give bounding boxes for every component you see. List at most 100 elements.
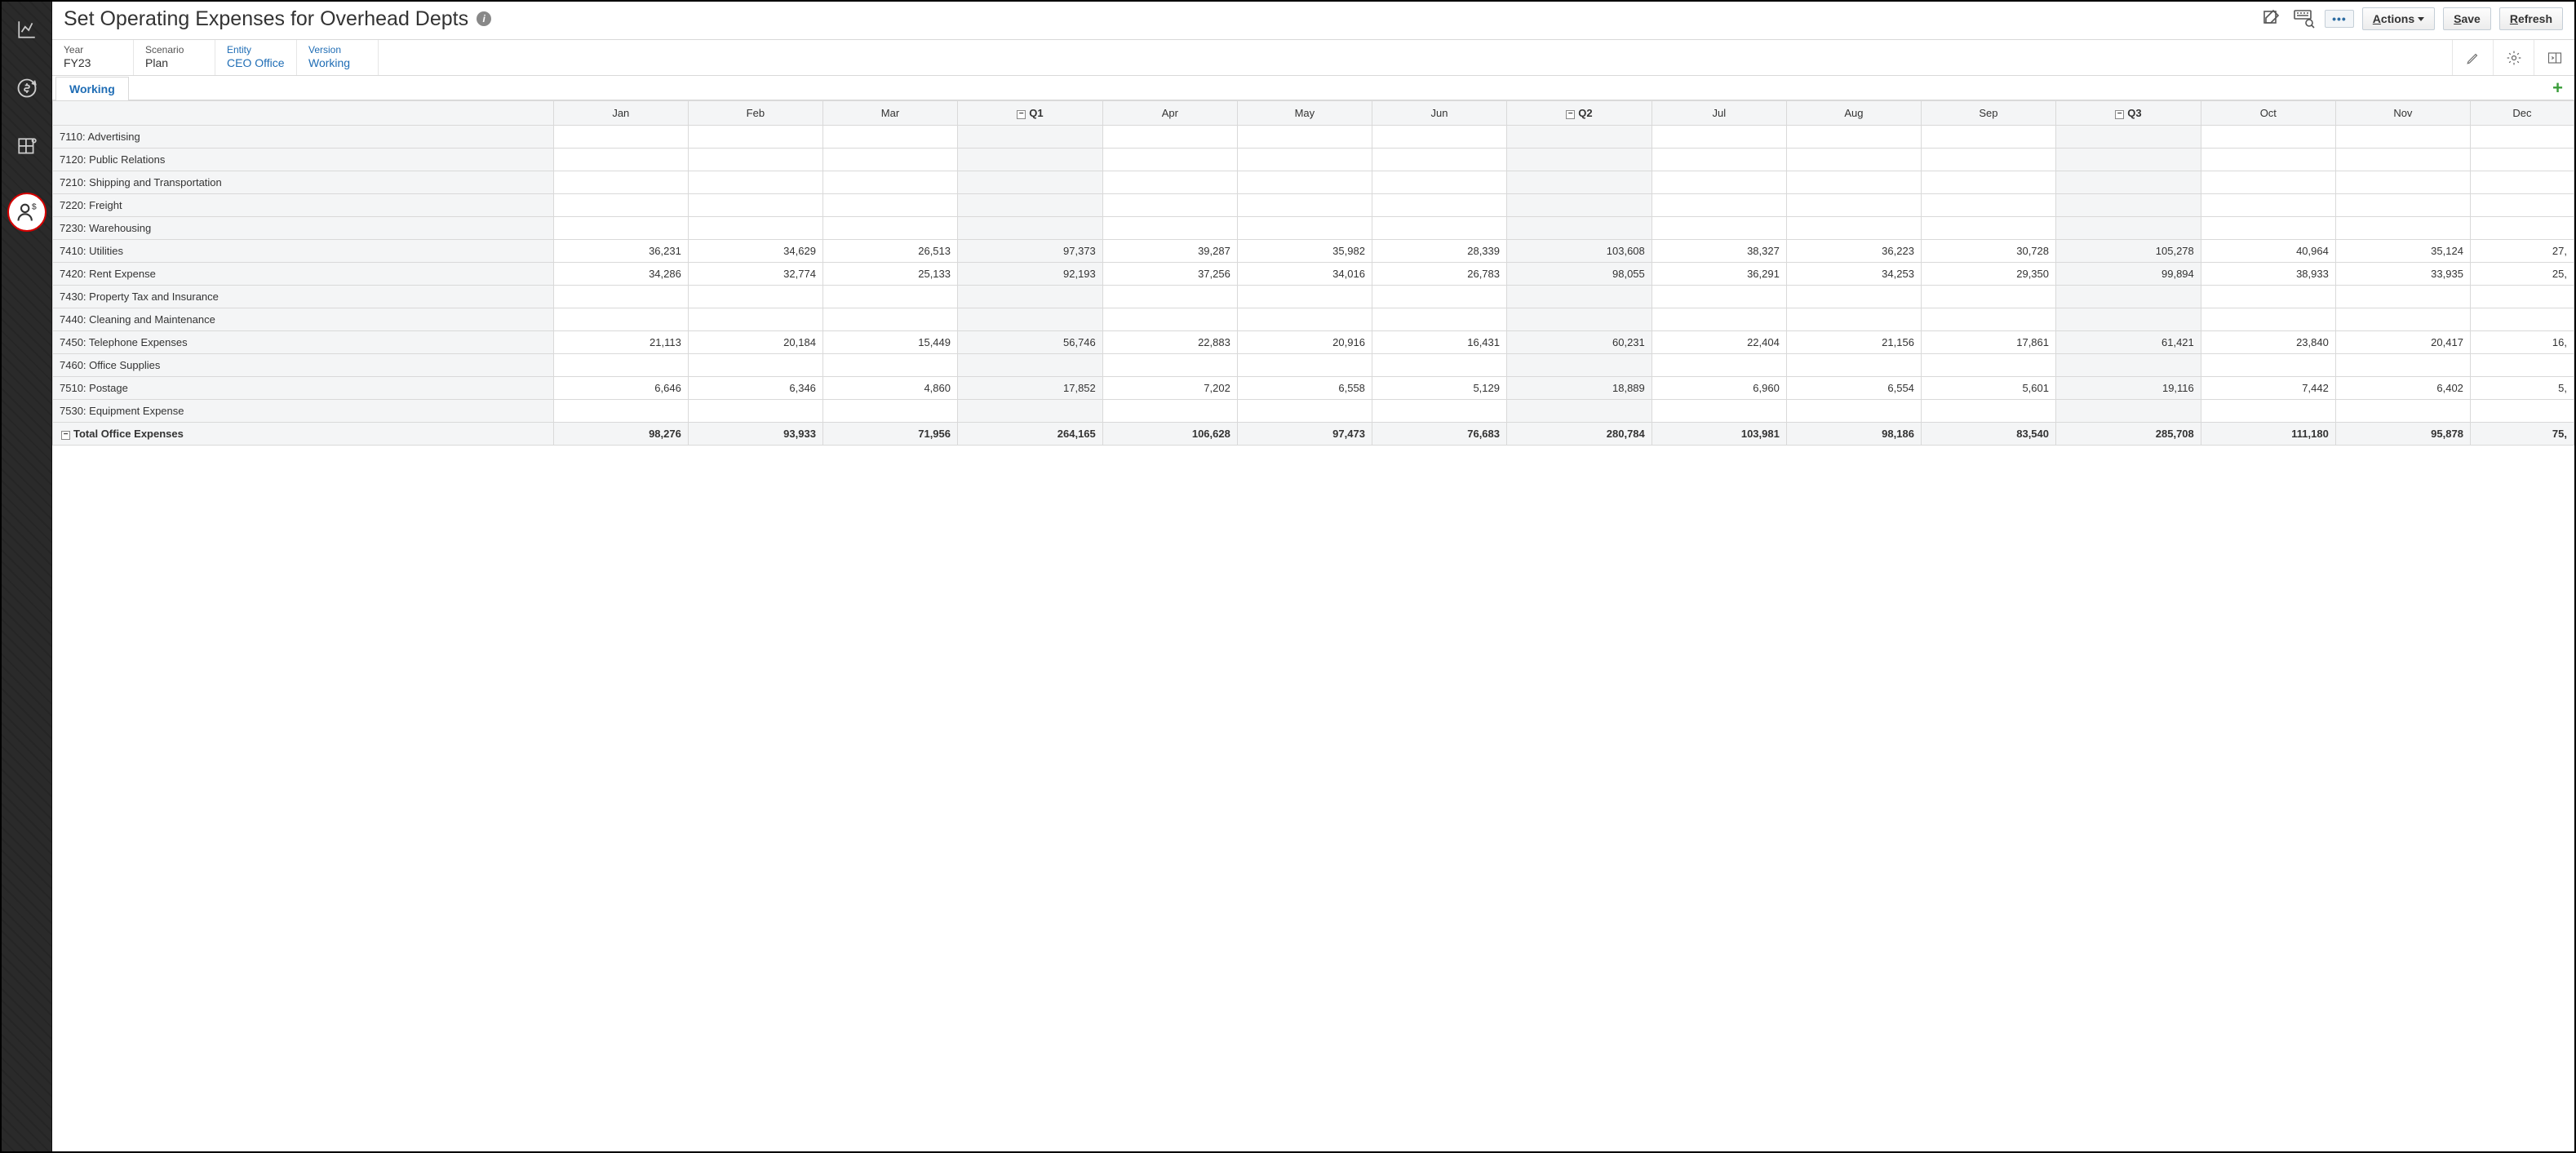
data-cell[interactable] [1921,217,2055,240]
row-header[interactable]: 7440: Cleaning and Maintenance [53,308,554,331]
data-cell[interactable] [958,217,1103,240]
data-cell[interactable] [2056,217,2201,240]
data-cell[interactable] [2470,286,2574,308]
data-cell[interactable] [1652,194,1786,217]
data-cell[interactable]: 6,554 [1786,377,1921,400]
data-cell[interactable]: 97,473 [1237,423,1372,446]
data-cell[interactable]: 22,404 [1652,331,1786,354]
data-cell[interactable]: 285,708 [2056,423,2201,446]
nav-cube-grid-icon[interactable] [14,134,40,160]
data-cell[interactable] [2470,308,2574,331]
data-cell[interactable] [1507,400,1652,423]
data-cell[interactable] [553,194,688,217]
data-cell[interactable] [958,126,1103,149]
col-aug[interactable]: Aug [1786,101,1921,126]
data-cell[interactable] [2201,400,2335,423]
data-cell[interactable] [2056,286,2201,308]
data-cell[interactable]: 56,746 [958,331,1103,354]
data-cell[interactable] [822,149,957,171]
data-cell[interactable]: 25,133 [822,263,957,286]
data-cell[interactable] [822,194,957,217]
data-cell[interactable] [1921,400,2055,423]
data-cell[interactable] [1652,126,1786,149]
data-cell[interactable] [1507,354,1652,377]
data-cell[interactable]: 29,350 [1921,263,2055,286]
data-cell[interactable] [1786,126,1921,149]
pov-edit-icon[interactable] [2452,40,2493,75]
data-cell[interactable] [1237,149,1372,171]
data-cell[interactable] [2201,194,2335,217]
data-cell[interactable] [1786,171,1921,194]
data-cell[interactable]: 93,933 [688,423,822,446]
row-header[interactable]: 7460: Office Supplies [53,354,554,377]
row-header[interactable]: 7420: Rent Expense [53,263,554,286]
data-cell[interactable] [1921,171,2055,194]
pov-year[interactable]: Year FY23 [52,40,134,75]
data-cell[interactable] [1921,194,2055,217]
data-cell[interactable]: 20,916 [1237,331,1372,354]
data-cell[interactable] [2056,126,2201,149]
add-tab-button[interactable]: + [2546,78,2569,99]
data-cell[interactable]: 39,287 [1102,240,1237,263]
data-cell[interactable]: 6,558 [1237,377,1372,400]
data-cell[interactable] [2056,354,2201,377]
data-cell[interactable]: 26,513 [822,240,957,263]
data-cell[interactable]: 21,113 [553,331,688,354]
data-cell[interactable]: 6,960 [1652,377,1786,400]
pov-settings-icon[interactable] [2493,40,2534,75]
data-cell[interactable] [2470,126,2574,149]
data-cell[interactable] [1507,217,1652,240]
row-header[interactable]: 7530: Equipment Expense [53,400,554,423]
data-cell[interactable]: 34,016 [1237,263,1372,286]
data-cell[interactable] [958,286,1103,308]
data-cell[interactable]: 17,861 [1921,331,2055,354]
data-cell[interactable]: 40,964 [2201,240,2335,263]
data-cell[interactable]: 34,286 [553,263,688,286]
data-cell[interactable]: 98,186 [1786,423,1921,446]
data-cell[interactable]: 6,402 [2335,377,2470,400]
nav-currency-refresh-icon[interactable] [14,75,40,101]
data-cell[interactable] [688,171,822,194]
data-cell[interactable]: 22,883 [1102,331,1237,354]
data-cell[interactable] [553,171,688,194]
data-cell[interactable] [1652,400,1786,423]
data-cell[interactable] [958,171,1103,194]
row-header[interactable]: 7210: Shipping and Transportation [53,171,554,194]
data-cell[interactable] [1652,286,1786,308]
data-cell[interactable] [553,126,688,149]
data-cell[interactable] [2335,354,2470,377]
data-cell[interactable]: 111,180 [2201,423,2335,446]
data-cell[interactable] [1237,400,1372,423]
data-cell[interactable] [1921,286,2055,308]
data-cell[interactable] [2056,194,2201,217]
data-cell[interactable]: 27, [2470,240,2574,263]
data-cell[interactable] [2335,171,2470,194]
pov-version[interactable]: Version Working [297,40,379,75]
data-cell[interactable] [688,286,822,308]
data-cell[interactable] [822,126,957,149]
data-cell[interactable] [1652,354,1786,377]
data-cell[interactable]: 5, [2470,377,2574,400]
data-cell[interactable] [822,217,957,240]
data-cell[interactable]: 36,231 [553,240,688,263]
data-cell[interactable] [1237,308,1372,331]
actions-button[interactable]: Actions [2362,7,2435,30]
data-cell[interactable] [1652,308,1786,331]
col-nov[interactable]: Nov [2335,101,2470,126]
data-cell[interactable]: 19,116 [2056,377,2201,400]
data-cell[interactable] [688,354,822,377]
col-q2[interactable]: −Q2 [1507,101,1652,126]
data-cell[interactable] [2056,400,2201,423]
data-cell[interactable] [2470,194,2574,217]
data-cell[interactable] [1372,126,1506,149]
data-cell[interactable]: 280,784 [1507,423,1652,446]
col-oct[interactable]: Oct [2201,101,2335,126]
more-options-button[interactable]: ••• [2325,10,2354,28]
data-cell[interactable] [2335,308,2470,331]
data-cell[interactable]: 4,860 [822,377,957,400]
data-cell[interactable] [1372,400,1506,423]
data-cell[interactable] [1372,194,1506,217]
col-jul[interactable]: Jul [1652,101,1786,126]
collapse-icon[interactable]: − [1566,110,1575,119]
data-cell[interactable] [1507,126,1652,149]
